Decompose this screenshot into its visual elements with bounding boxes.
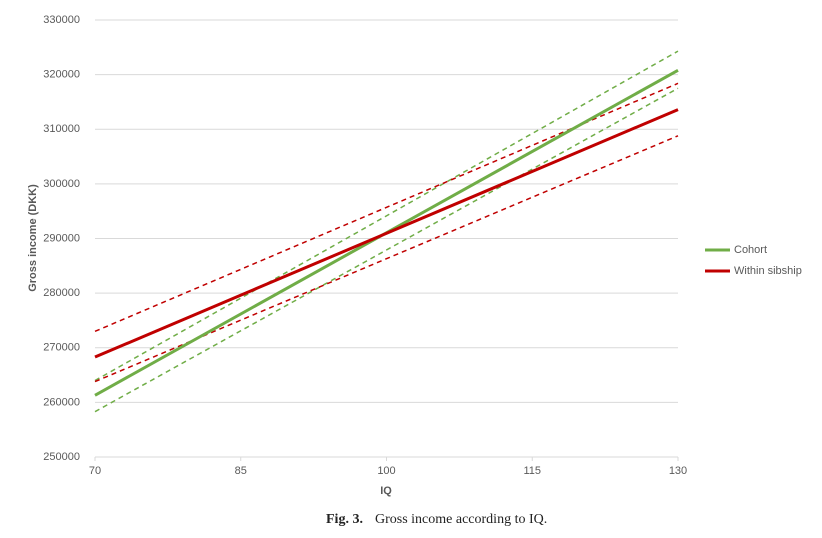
x-axis-label: IQ: [380, 485, 392, 497]
y-tick-label: 310000: [43, 123, 80, 135]
caption-label: Fig. 3.: [326, 512, 363, 527]
y-tick-label: 300000: [43, 178, 80, 190]
confidence-line: [94, 50, 679, 382]
legend-label: Within sibship: [734, 265, 802, 277]
x-tick-label: 85: [235, 465, 247, 477]
confidence-line: [94, 82, 679, 333]
confidence-line: [94, 135, 679, 383]
y-axis-label: Gross income (DKK): [27, 184, 39, 292]
x-tick-label: 130: [669, 465, 687, 477]
y-tick-label: 320000: [43, 69, 80, 81]
x-tick-label: 115: [523, 465, 541, 477]
series-line: [94, 108, 679, 359]
confidence-line: [94, 87, 679, 413]
x-tick-label: 100: [377, 465, 395, 477]
x-tick-label: 70: [89, 465, 101, 477]
y-tick-label: 290000: [43, 232, 80, 244]
y-tick-label: 260000: [43, 396, 80, 408]
y-tick-label: 330000: [43, 14, 80, 26]
caption: Gross income according to IQ.: [375, 512, 547, 527]
y-tick-label: 270000: [43, 342, 80, 354]
y-tick-label: 280000: [43, 287, 80, 299]
y-tick-label: 250000: [43, 451, 80, 463]
legend-label: Cohort: [734, 244, 767, 256]
